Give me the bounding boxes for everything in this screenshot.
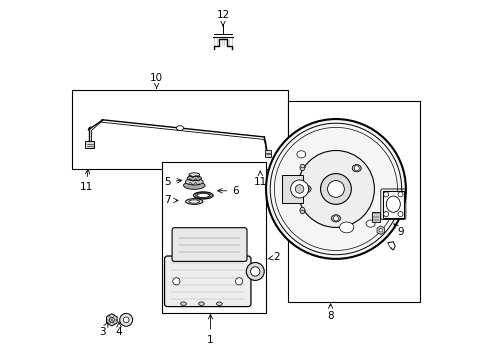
Circle shape xyxy=(383,192,388,197)
Text: 9: 9 xyxy=(393,224,403,237)
Bar xyxy=(264,150,271,157)
Ellipse shape xyxy=(183,181,204,189)
Circle shape xyxy=(172,278,180,285)
FancyBboxPatch shape xyxy=(164,256,250,307)
Text: 2: 2 xyxy=(267,252,280,262)
Circle shape xyxy=(333,216,338,221)
Ellipse shape xyxy=(185,179,203,185)
Bar xyxy=(162,162,265,313)
Circle shape xyxy=(397,192,402,197)
Ellipse shape xyxy=(185,199,203,204)
Ellipse shape xyxy=(193,192,213,199)
Circle shape xyxy=(250,267,260,276)
Circle shape xyxy=(235,278,242,285)
Circle shape xyxy=(123,317,129,323)
Bar xyxy=(287,101,419,302)
Text: 12: 12 xyxy=(216,10,229,26)
Circle shape xyxy=(378,228,382,232)
Bar xyxy=(85,141,94,148)
Ellipse shape xyxy=(296,151,305,158)
Circle shape xyxy=(290,180,308,198)
Ellipse shape xyxy=(299,164,305,171)
Ellipse shape xyxy=(299,207,305,214)
Circle shape xyxy=(383,212,388,217)
Ellipse shape xyxy=(187,176,201,181)
Text: 3: 3 xyxy=(100,322,108,337)
Text: 5: 5 xyxy=(164,177,181,187)
Ellipse shape xyxy=(197,193,209,198)
Ellipse shape xyxy=(176,126,183,130)
Text: 6: 6 xyxy=(217,186,238,196)
Text: 11: 11 xyxy=(253,171,267,187)
Text: 1: 1 xyxy=(207,315,213,345)
Circle shape xyxy=(265,119,405,259)
Circle shape xyxy=(327,181,344,197)
Ellipse shape xyxy=(180,302,186,306)
Text: 10: 10 xyxy=(150,73,163,88)
Ellipse shape xyxy=(339,222,353,233)
Text: 11: 11 xyxy=(79,169,92,192)
Text: 8: 8 xyxy=(326,304,333,321)
Text: 7: 7 xyxy=(164,195,178,206)
Ellipse shape xyxy=(216,302,222,306)
Ellipse shape xyxy=(188,173,199,176)
Circle shape xyxy=(320,174,350,204)
Ellipse shape xyxy=(331,215,340,222)
FancyBboxPatch shape xyxy=(172,228,246,261)
Circle shape xyxy=(297,150,374,228)
Ellipse shape xyxy=(386,196,400,212)
Circle shape xyxy=(246,262,264,280)
Circle shape xyxy=(304,186,308,192)
Circle shape xyxy=(109,318,114,322)
Ellipse shape xyxy=(188,200,199,203)
Circle shape xyxy=(120,314,132,326)
Circle shape xyxy=(353,166,359,171)
Circle shape xyxy=(397,212,402,217)
Ellipse shape xyxy=(366,220,374,227)
Text: 4: 4 xyxy=(116,322,122,337)
Ellipse shape xyxy=(198,302,204,306)
Bar xyxy=(382,191,403,218)
Bar xyxy=(281,175,303,203)
Ellipse shape xyxy=(351,165,361,172)
Ellipse shape xyxy=(302,185,310,193)
Circle shape xyxy=(295,185,303,193)
Bar xyxy=(371,212,380,222)
Bar xyxy=(72,90,287,169)
